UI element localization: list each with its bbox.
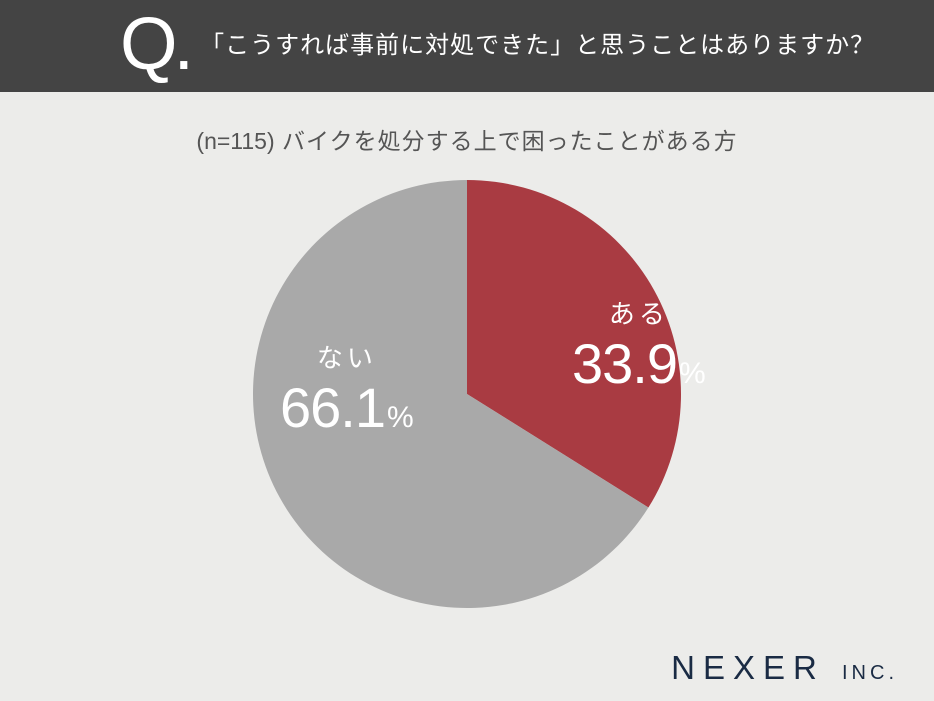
- pie-chart: ある 33.9% ない 66.1%: [0, 156, 934, 626]
- brand-logo: NEXER INC.: [671, 649, 898, 687]
- slice-label-no: ない 66.1%: [280, 344, 414, 440]
- q-symbol: Q.: [120, 7, 190, 81]
- slice-name: ない: [280, 344, 414, 374]
- percent-sign: %: [387, 401, 414, 434]
- subtitle: (n=115) バイクを処分する上で困ったことがある方: [0, 122, 934, 156]
- question-header: Q. 「こうすれば事前に対処できた」と思うことはありますか？: [0, 0, 934, 92]
- slice-label-yes: ある 33.9%: [572, 300, 706, 396]
- percent-sign: %: [679, 357, 706, 390]
- slice-value: 66.1: [280, 376, 385, 439]
- subtitle-desc: バイクを処分する上で困ったことがある方: [282, 128, 738, 154]
- question-text: 「こうすれば事前に対処できた」と思うことはありますか？: [200, 27, 875, 64]
- sample-size: (n=115): [196, 128, 274, 154]
- brand-suffix: INC.: [842, 662, 898, 684]
- brand-name: NEXER: [671, 649, 825, 686]
- slice-value: 33.9: [572, 332, 677, 395]
- slice-name: ある: [572, 300, 706, 330]
